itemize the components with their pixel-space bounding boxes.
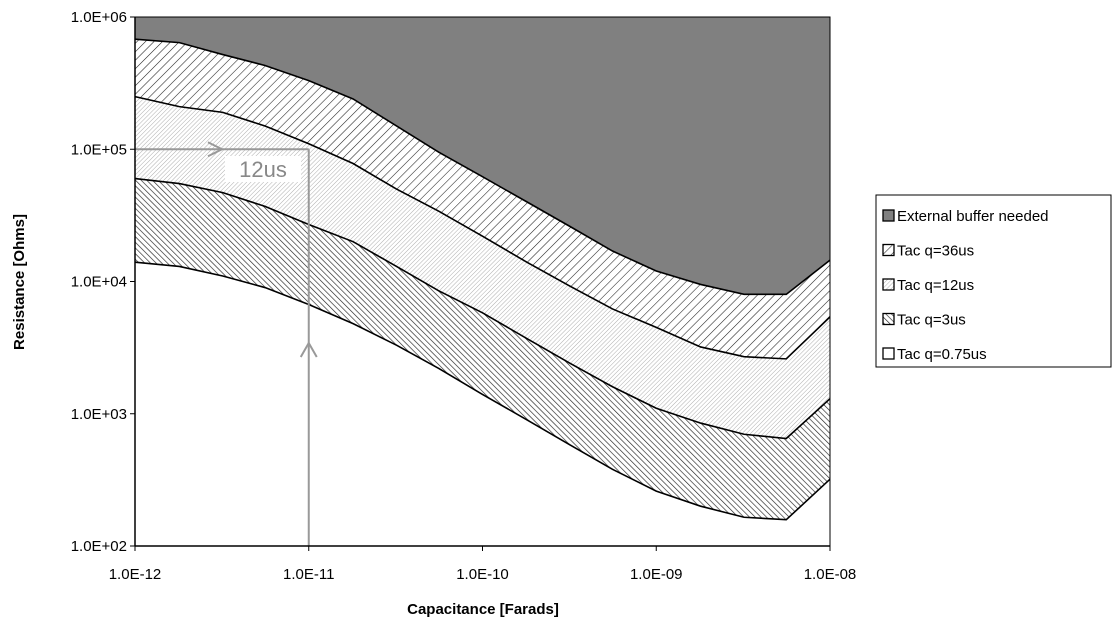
legend-swatch — [882, 312, 895, 326]
y-tick-label: 1.0E+06 — [71, 9, 127, 26]
annotation-label: 12us — [239, 157, 287, 182]
y-tick-label: 1.0E+02 — [71, 538, 127, 555]
y-tick-label: 1.0E+03 — [71, 406, 127, 423]
legend-box — [875, 194, 1112, 368]
x-tick-label: 1.0E-08 — [804, 566, 857, 583]
annotation-arrow-up — [299, 340, 318, 358]
legend-label: Tac q=0.75us — [897, 346, 987, 363]
boundary-line-tac-q-12us — [134, 95, 831, 360]
legend-swatch — [882, 347, 895, 360]
boundary-line-tac-q-36us — [134, 38, 831, 296]
x-tick-label: 1.0E-11 — [283, 566, 334, 583]
legend-swatch — [882, 278, 895, 291]
plot-areas — [135, 17, 830, 547]
x-tick-label: 1.0E-12 — [109, 566, 162, 583]
x-tick-label: 1.0E-10 — [456, 566, 509, 583]
axes: 1.0E-12 1.0E-11 1.0E-10 1.0E-09 1.0E-08 1.0E+… — [71, 9, 857, 583]
legend: External buffer needed Tac q=36us Tac q=12… — [875, 194, 1112, 368]
x-axis-title: Capacitance [Farads] — [407, 601, 559, 618]
legend-swatch — [882, 209, 895, 222]
legend-label: Tac q=3us — [897, 312, 966, 329]
legend-label: External buffer needed — [897, 208, 1049, 225]
boundary-line-tac-q-3us — [134, 177, 831, 440]
legend-swatch — [882, 243, 895, 257]
y-tick-label: 1.0E+05 — [71, 141, 127, 158]
y-axis-title: Resistance [Ohms] — [11, 214, 28, 350]
boundary-line-tac-q-0-75us — [134, 261, 831, 521]
annotation-label-bg — [225, 156, 301, 182]
legend-label: Tac q=12us — [897, 277, 974, 294]
annotation-arrow-right — [207, 141, 225, 158]
y-tick-label: 1.0E+04 — [71, 274, 127, 291]
band-boundaries — [134, 38, 831, 521]
x-tick-label: 1.0E-09 — [630, 566, 683, 583]
annotation-12us: 12us — [135, 141, 318, 546]
legend-label: Tac q=36us — [897, 243, 974, 260]
